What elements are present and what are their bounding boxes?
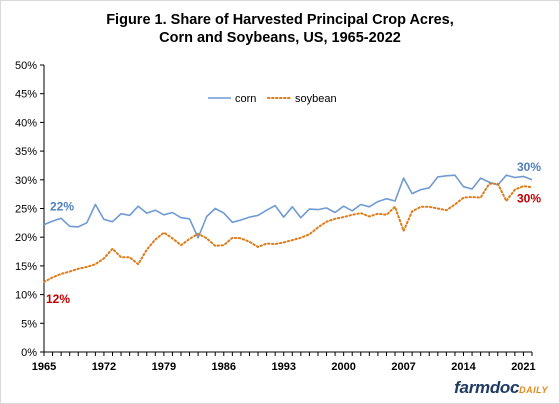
y-tick-label: 20% <box>15 232 37 244</box>
x-tick-label: 2000 <box>331 361 355 373</box>
y-tick-label: 30% <box>15 175 37 187</box>
y-tick-label: 5% <box>21 318 37 330</box>
y-tick-label: 35% <box>15 146 37 158</box>
x-tick-label: 2007 <box>391 361 415 373</box>
y-tick-label: 50% <box>15 60 37 72</box>
legend-label-soybean: soybean <box>295 93 337 105</box>
legend-label-corn: corn <box>235 93 256 105</box>
annotation-label: 30% <box>517 191 541 205</box>
logo-main-text: farmdoc <box>454 378 520 397</box>
logo-sub-text: DAILY <box>519 385 548 395</box>
y-tick-label: 40% <box>15 117 37 129</box>
y-tick-label: 15% <box>15 261 37 273</box>
y-tick-label: 25% <box>15 204 37 216</box>
x-tick-label: 1965 <box>32 361 56 373</box>
series-line-corn <box>43 174 533 239</box>
y-tick-label: 10% <box>15 290 37 302</box>
x-tick-label: 2014 <box>451 361 476 373</box>
y-tick-label: 0% <box>21 347 37 359</box>
annotation-label: 12% <box>46 292 70 306</box>
annotation-label: 30% <box>517 160 541 174</box>
x-tick-label: 2021 <box>511 361 535 373</box>
y-tick-label: 45% <box>15 89 37 101</box>
chart-title: Figure 1. Share of Harvested Principal C… <box>106 12 454 28</box>
series-line-soybean <box>43 182 533 283</box>
annotation-label: 22% <box>50 200 74 214</box>
x-tick-label: 1986 <box>212 361 236 373</box>
chart-subtitle: Corn and Soybeans, US, 1965-2022 <box>159 30 401 46</box>
farmdoc-daily-logo: farmdocDAILY <box>454 378 548 398</box>
x-tick-label: 1979 <box>152 361 176 373</box>
x-tick-label: 1993 <box>271 361 295 373</box>
x-tick-label: 1972 <box>92 361 116 373</box>
